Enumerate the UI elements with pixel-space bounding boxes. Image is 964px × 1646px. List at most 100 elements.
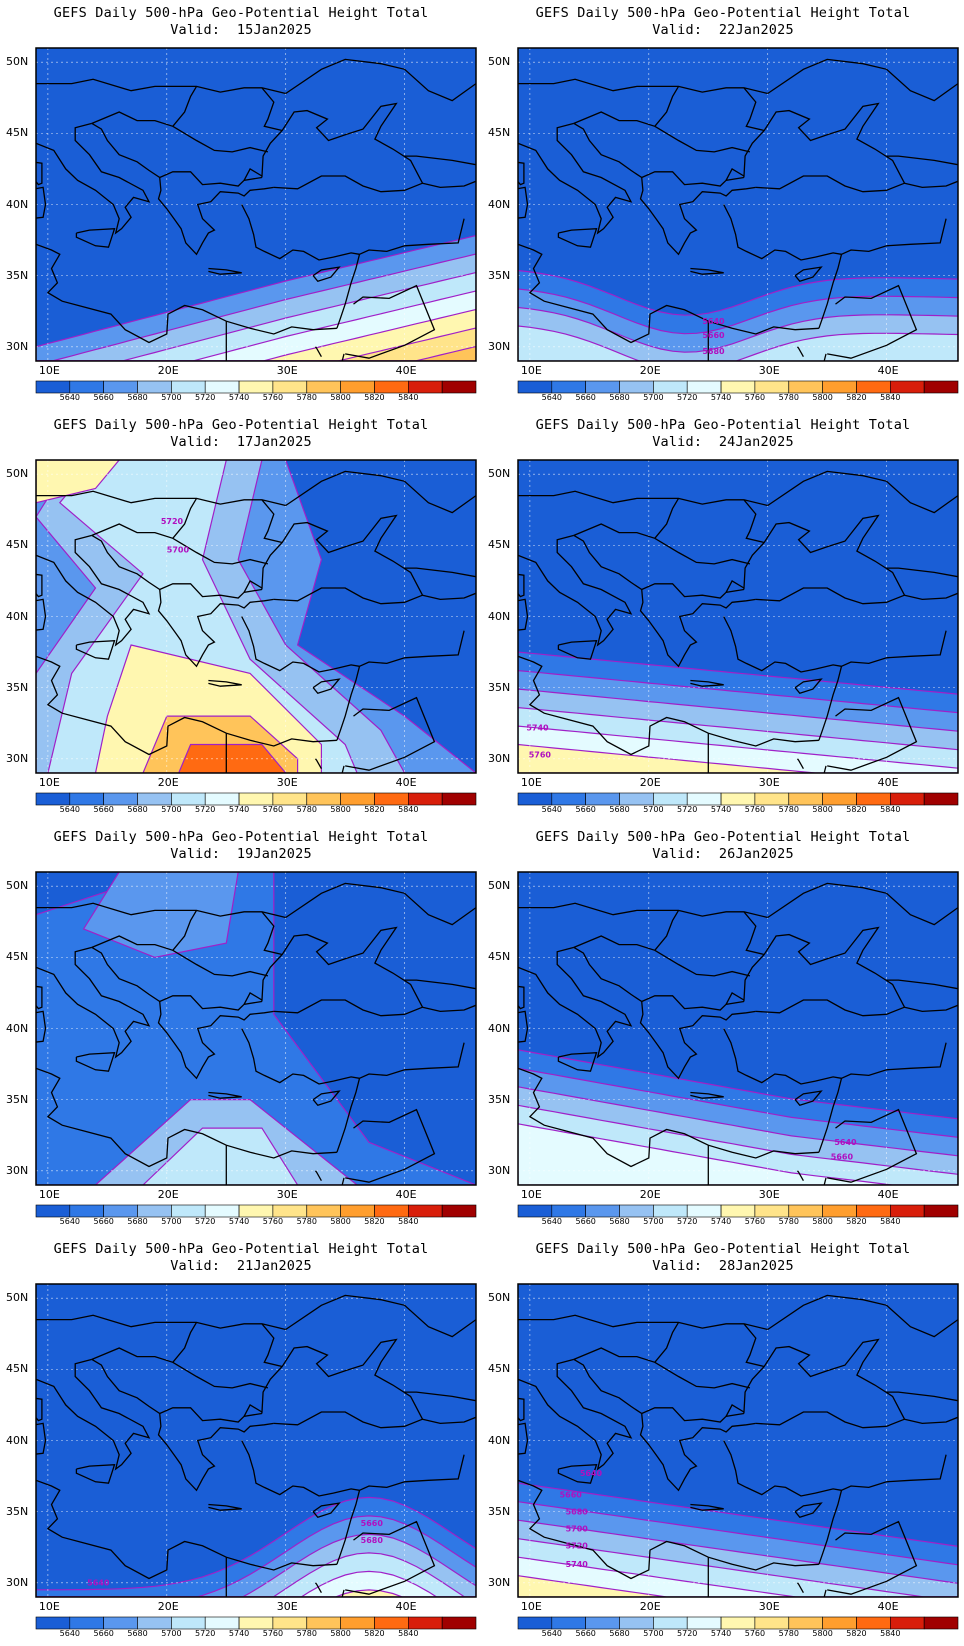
map-canvas: 5640 5660 5680 5700 5720 5740 [517,1283,959,1630]
coastline [273,587,423,605]
colorbar-label: 5680 [127,1629,148,1638]
contour-label: 5660 [702,331,725,340]
panel-valid-date: Valid: 17Jan2025 [170,434,312,450]
coastline [796,1582,804,1594]
colorbar-label: 5680 [609,393,630,402]
coastline [743,499,765,544]
coastline [841,1454,947,1491]
contour-label: 5740 [526,723,549,732]
lon-label: 10E [38,1600,60,1613]
colorbar-label: 5700 [643,805,664,814]
colorbar-label: 5820 [364,1629,385,1638]
lon-label: 40E [395,1600,417,1613]
height-band [36,308,476,361]
colorbar-swatch [585,1204,620,1218]
lat-label: 40N [6,609,29,623]
colorbar-swatch [407,380,443,394]
colorbar-label: 5740 [710,1217,732,1226]
lon-label: 40E [395,364,417,377]
coastline [794,1090,823,1107]
coastline [690,1503,724,1511]
colorbar-label: 5720 [195,805,216,814]
coastline [285,882,476,926]
coastline [285,58,476,102]
coastline [36,985,43,1010]
lat-label: 30N [6,751,29,765]
colorbar-swatch [923,792,959,806]
lat-label: 50N [6,1291,29,1305]
coastline [818,666,843,741]
lat-label: 45N [488,950,511,964]
panel-valid-date: Valid: 26Jan2025 [652,846,794,862]
coastline [314,346,322,358]
coastline [314,758,322,770]
height-band [36,460,120,504]
lat-label: 40N [488,1433,511,1447]
height-band [518,743,958,773]
lon-label: 30E [276,1188,298,1201]
colorbar-label: 5700 [643,393,664,402]
colorbar-swatch [238,1616,274,1630]
lat-label: 35N [488,680,511,694]
contour-label: 5640 [580,1469,603,1478]
coastline [767,470,958,514]
coastline [75,1463,116,1484]
coastline [794,266,823,283]
lat-label: 45N [488,126,511,140]
colorbar-swatch [340,1204,375,1218]
colorbar-swatch [788,1616,823,1630]
colorbar-swatch [35,792,71,806]
coastline [261,514,424,596]
colorbar-swatch [923,1616,959,1630]
colorbar-swatch [69,380,104,394]
coastline [518,243,819,344]
colorbar-label: 5740 [710,805,732,814]
lon-label: 20E [639,1600,661,1613]
colorbar-swatch [551,792,586,806]
contour-label: 5740 [566,1560,589,1569]
colorbar-label: 5660 [575,1629,596,1638]
lat-label: 50N [6,467,29,481]
colorbar-swatch [103,380,138,394]
coastline [518,78,768,95]
colorbar-label: 5740 [228,393,250,402]
colorbar-swatch [306,380,341,394]
coastline [743,87,765,132]
colorbar-label: 5800 [330,1629,351,1638]
contour-label: 5760 [529,750,552,759]
coastline [518,985,525,1010]
map-canvas: 5640 5660 [517,871,959,1218]
coastline [241,204,360,261]
colorbar-label: 5760 [744,1217,766,1226]
height-band [36,1589,476,1597]
coastline [75,1051,116,1072]
colorbar-swatch [137,1616,172,1630]
contour-label: 5680 [566,1507,589,1516]
coastline [36,573,43,598]
coastline [743,1323,765,1368]
contour-label: 5700 [167,545,190,554]
colorbar-label: 5760 [262,1217,284,1226]
colorbar-label: 5660 [93,1217,114,1226]
coastline [518,1314,768,1331]
colorbar-label: 5820 [846,1629,867,1638]
colorbar-label: 5720 [677,805,698,814]
contour-label: 5720 [566,1542,589,1551]
coastline [823,1589,827,1597]
lon-label: 40E [877,776,899,789]
colorbar-label: 5740 [228,1217,250,1226]
coastline [573,1358,756,1492]
coastline [518,1479,819,1580]
map-frame [517,1283,959,1598]
colorbar-swatch [238,380,274,394]
map-frame [517,47,959,362]
colorbar-label: 5820 [364,805,385,814]
colorbar-label: 5800 [330,1217,351,1226]
coastline [172,910,198,951]
lat-label: 30N [488,1163,511,1177]
coastline [404,155,476,189]
coastline [345,1108,436,1183]
colorbar-label: 5700 [161,393,182,402]
map-canvas: 5640 5660 5680 [517,47,959,394]
coastline [241,1440,360,1497]
